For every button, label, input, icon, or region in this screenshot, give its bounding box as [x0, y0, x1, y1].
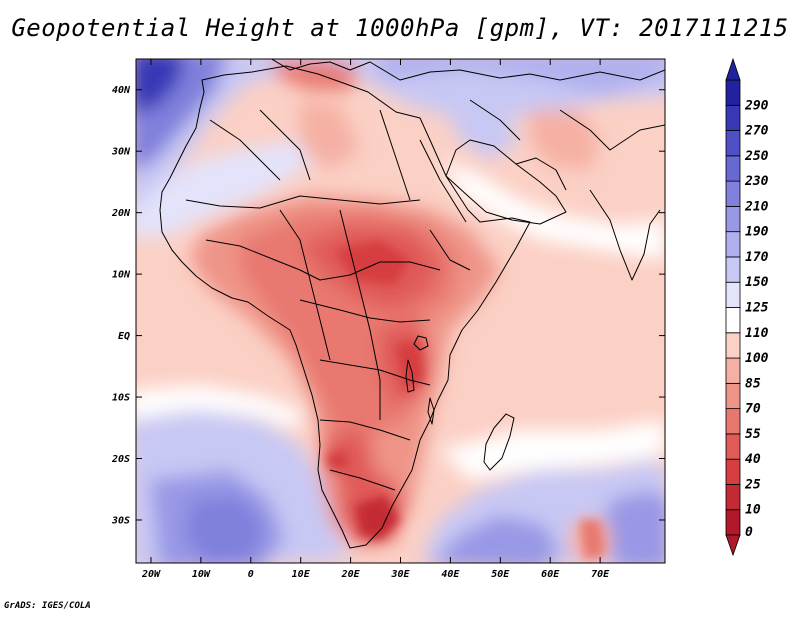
internal-border-12 — [429, 229, 471, 271]
internal-border-14 — [469, 99, 521, 141]
red-sea — [419, 139, 467, 223]
lon-tick-label: 10W — [192, 569, 211, 580]
grads-credit: GrADS: IGES/COLA — [4, 601, 91, 611]
colorbar-label: 70 — [745, 402, 761, 417]
colorbar-swatch — [725, 408, 741, 435]
lon-tick-label: 0 — [248, 569, 254, 580]
colorbar-label: 290 — [744, 98, 769, 113]
colorbar-label: 190 — [745, 225, 769, 240]
internal-border-9 — [259, 109, 311, 181]
colorbar-label: 270 — [744, 124, 769, 139]
colorbar-swatch — [725, 382, 741, 410]
lake-tanganyika — [405, 359, 415, 393]
lat-tick-label: 30N — [111, 147, 131, 158]
internal-border-1 — [185, 195, 421, 209]
lon-tick-label: 50E — [491, 569, 510, 580]
colorbar-label: 110 — [745, 326, 769, 341]
colorbar-label: 100 — [745, 351, 769, 366]
colorbar-label: 125 — [745, 301, 769, 316]
colorbar-swatch — [725, 130, 741, 157]
lon-tick-label: 20E — [341, 569, 361, 580]
lat-tick-label: EQ — [118, 331, 130, 342]
colorbar-swatch — [725, 307, 741, 334]
africa-coastline — [159, 65, 531, 549]
axis-ticks — [136, 59, 665, 563]
colorbar-label: 0 — [745, 525, 753, 540]
shaded-field — [136, 59, 665, 563]
internal-border-11 — [209, 119, 281, 181]
colorbar-label: 10 — [745, 503, 761, 518]
lat-tick-label: 40N — [112, 85, 131, 96]
india-coast — [589, 189, 661, 281]
colorbar-swatch — [725, 180, 741, 207]
longitude-labels: 20W 10W 0 10E 20E 30E 40E 50E 60E 70E — [141, 569, 610, 580]
colorbar-top-arrow — [725, 57, 741, 81]
colorbar-label: 55 — [745, 427, 761, 442]
map-title: Geopotential Height at 1000hPa [gpm], VT… — [11, 14, 789, 42]
internal-border-4 — [319, 359, 431, 386]
internal-border-6 — [329, 469, 396, 491]
colorbar: 0 10 25 40 55 70 85 100 110 125 150 170 190 210 230 250… — [725, 57, 769, 557]
colorbar-label: 150 — [745, 275, 769, 290]
colorbar-swatch — [725, 332, 741, 359]
colorbar-bottom-arrow — [725, 534, 741, 557]
colorbar-swatch — [725, 484, 741, 511]
colorbar-label: 210 — [744, 199, 769, 214]
colorbar-label: 85 — [745, 376, 761, 391]
internal-border-5 — [319, 419, 411, 441]
colorbar-label: 40 — [745, 452, 761, 467]
lat-tick-label: 20S — [111, 454, 130, 465]
lat-tick-label: 10N — [112, 270, 131, 281]
internal-border-10 — [379, 109, 411, 201]
country-borders — [159, 59, 665, 549]
colorbar-swatch — [725, 79, 741, 106]
arabia-outline — [445, 139, 567, 225]
colorbar-swatch — [725, 281, 741, 308]
internal-border-13 — [559, 109, 665, 151]
madagascar-outline — [483, 413, 515, 471]
colorbar-swatch — [725, 458, 741, 485]
colorbar-swatch — [725, 104, 741, 131]
lon-tick-label: 30E — [390, 569, 410, 580]
lon-tick-label: 20W — [141, 569, 161, 580]
internal-border-7 — [279, 209, 331, 361]
internal-border-8 — [339, 209, 381, 420]
lon-tick-label: 10E — [292, 569, 311, 580]
internal-border-2 — [205, 239, 441, 281]
colorbar-label: 250 — [744, 149, 769, 164]
colorbar-swatch — [725, 256, 741, 283]
colorbar-swatch — [725, 205, 741, 233]
gulf-coast — [515, 157, 567, 191]
europe-coast — [270, 59, 665, 81]
lake-malawi — [427, 397, 435, 425]
lon-tick-label: 70E — [591, 569, 610, 580]
colorbar-swatch — [725, 231, 741, 258]
colorbar-label: 25 — [744, 477, 761, 492]
colorbar-swatch — [725, 357, 741, 384]
lat-tick-label: 30S — [111, 515, 130, 526]
colorbar-swatch — [725, 433, 741, 460]
colorbar-label: 170 — [745, 250, 769, 265]
lon-tick-label: 60E — [541, 569, 560, 580]
colorbar-swatch — [725, 509, 741, 536]
colorbar-label: 230 — [744, 174, 769, 189]
lake-victoria — [413, 335, 429, 351]
lat-tick-label: 10S — [112, 393, 130, 404]
colorbar-swatch — [725, 155, 741, 182]
internal-border-3 — [299, 299, 431, 323]
lat-tick-label: 20N — [111, 208, 131, 219]
latitude-labels: 40N 30N 20N 10N EQ 10S 20S 30S — [111, 85, 131, 526]
lon-tick-label: 40E — [441, 569, 460, 580]
